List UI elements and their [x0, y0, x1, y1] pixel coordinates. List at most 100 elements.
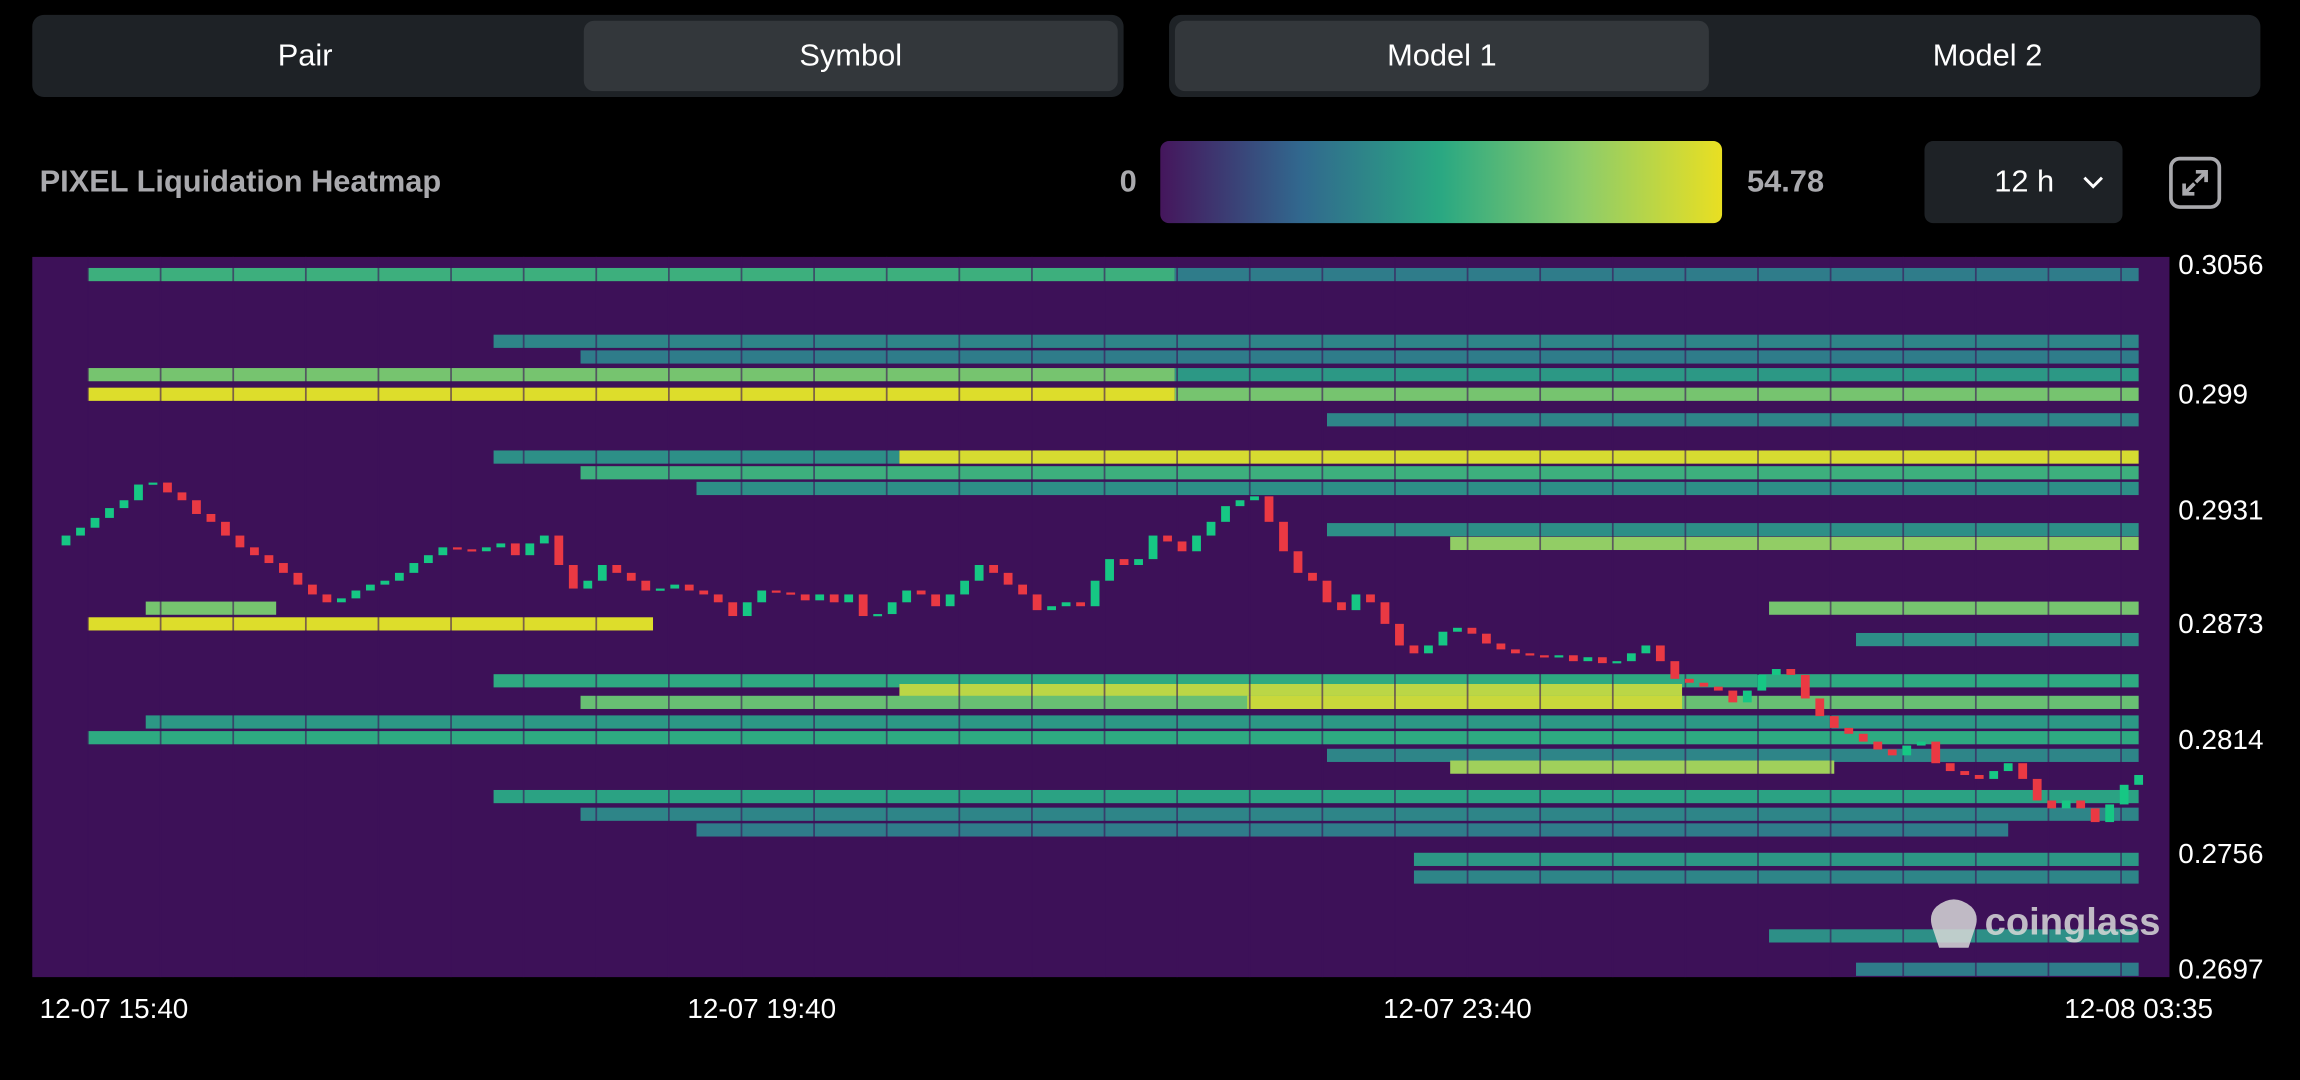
- heat-band: [87, 267, 1175, 282]
- candle-body: [1887, 749, 1897, 756]
- x-tick-label: 12-08 03:35: [2064, 993, 2213, 1024]
- dropdown-box[interactable]: [1924, 141, 2123, 224]
- fullscreen-button[interactable]: [2169, 156, 2222, 209]
- candle-body: [1496, 643, 1506, 650]
- candle-body: [1380, 602, 1390, 624]
- interval-label[interactable]: 12 h: [1994, 164, 2054, 199]
- candle-body: [641, 580, 651, 591]
- candle-body: [1511, 649, 1520, 654]
- heat-band: [493, 789, 2139, 804]
- tab-label[interactable]: Model 1: [1387, 38, 1497, 73]
- candle-body: [815, 594, 825, 601]
- y-tick-label: 0.2873: [2178, 608, 2263, 639]
- candle-body: [960, 580, 970, 595]
- candle-body: [1061, 602, 1071, 607]
- candle-body: [105, 508, 114, 518]
- candle-body: [1018, 584, 1028, 595]
- candle-body: [945, 594, 955, 607]
- heat-band: [1326, 523, 2139, 537]
- x-tick-label: 12-07 15:40: [40, 993, 189, 1024]
- candle-body: [1525, 653, 1535, 656]
- watermark-text: coinglass: [1985, 900, 2161, 943]
- candle-body: [90, 517, 100, 528]
- candle-body: [351, 590, 361, 599]
- candle-body: [1453, 627, 1462, 632]
- candle-body: [264, 555, 274, 564]
- candle-body: [336, 598, 346, 603]
- fullscreen-frame[interactable]: [2169, 156, 2222, 209]
- candle-body: [1742, 690, 1752, 703]
- heat-band: [1769, 601, 2139, 615]
- interval-dropdown[interactable]: 12 h: [1924, 141, 2123, 224]
- candle-body: [597, 565, 607, 581]
- candle-body: [1177, 541, 1187, 552]
- heat-band: [580, 807, 2139, 821]
- candle-body: [1264, 496, 1274, 522]
- candle-body: [1684, 678, 1694, 683]
- candle-body: [1829, 716, 1839, 728]
- candle-body: [1554, 655, 1564, 658]
- tab-label[interactable]: Model 2: [1933, 38, 2043, 73]
- candle-body: [1395, 623, 1404, 646]
- candle-body: [1148, 535, 1158, 560]
- candle-body: [365, 584, 375, 591]
- candle-body: [1409, 645, 1419, 654]
- y-tick-label: 0.2814: [2178, 724, 2263, 755]
- candle-body: [1873, 741, 1883, 750]
- candle-body: [1221, 506, 1230, 522]
- heat-band: [696, 481, 2139, 496]
- candle-body: [163, 482, 172, 493]
- candle-body: [1902, 745, 1912, 756]
- watermark: coinglass: [1930, 899, 2161, 948]
- candle-body: [481, 547, 491, 552]
- candle-body: [2047, 800, 2057, 809]
- heat-band: [1174, 267, 2139, 282]
- candle-body: [1771, 669, 1781, 675]
- candle-body: [221, 521, 230, 536]
- candle-body: [916, 590, 926, 595]
- candle-body: [409, 563, 419, 573]
- candle-body: [279, 563, 288, 573]
- candle-body: [1655, 645, 1665, 662]
- candle-body: [902, 590, 912, 603]
- candle-body: [1047, 606, 1056, 611]
- candle-body: [1438, 631, 1448, 646]
- chart-title: PIXEL Liquidation Heatmap: [40, 164, 442, 199]
- candle-body: [1670, 661, 1680, 679]
- heat-band: [493, 450, 900, 464]
- tab-label[interactable]: Symbol: [799, 38, 902, 73]
- chevron-icon[interactable]: [2083, 176, 2104, 189]
- tab-active-bg[interactable]: [1174, 20, 1709, 92]
- candle-body: [1279, 521, 1288, 552]
- candle-body: [2134, 774, 2144, 785]
- candle-body: [1467, 627, 1477, 634]
- candle-body: [1482, 633, 1491, 644]
- fullscreen-icon[interactable]: [2182, 169, 2208, 196]
- heat-band: [493, 334, 2139, 348]
- candle-body: [293, 572, 303, 585]
- heat-band: [87, 368, 1175, 382]
- candle-body: [1235, 500, 1245, 507]
- heat-band: [145, 601, 277, 615]
- candle-body: [1032, 594, 1042, 611]
- candle-body: [931, 594, 941, 607]
- candle-body: [1351, 594, 1361, 611]
- candle-body: [2119, 784, 2129, 805]
- heat-band: [899, 683, 1683, 698]
- candle-body: [177, 492, 187, 501]
- heat-band: [580, 350, 2139, 364]
- candle-body: [2061, 800, 2071, 809]
- scale-max-label: 54.78: [1747, 164, 1824, 199]
- tab-label[interactable]: Pair: [278, 38, 333, 73]
- candle-body: [1337, 602, 1346, 611]
- candle-body: [1728, 690, 1738, 703]
- candle-body: [670, 584, 680, 589]
- candle-body: [148, 482, 158, 485]
- candle-body: [612, 565, 622, 573]
- candle-body: [1800, 674, 1810, 699]
- candle-body: [655, 588, 665, 591]
- tab-active-bg[interactable]: [583, 20, 1118, 92]
- candle-body: [1989, 771, 1999, 779]
